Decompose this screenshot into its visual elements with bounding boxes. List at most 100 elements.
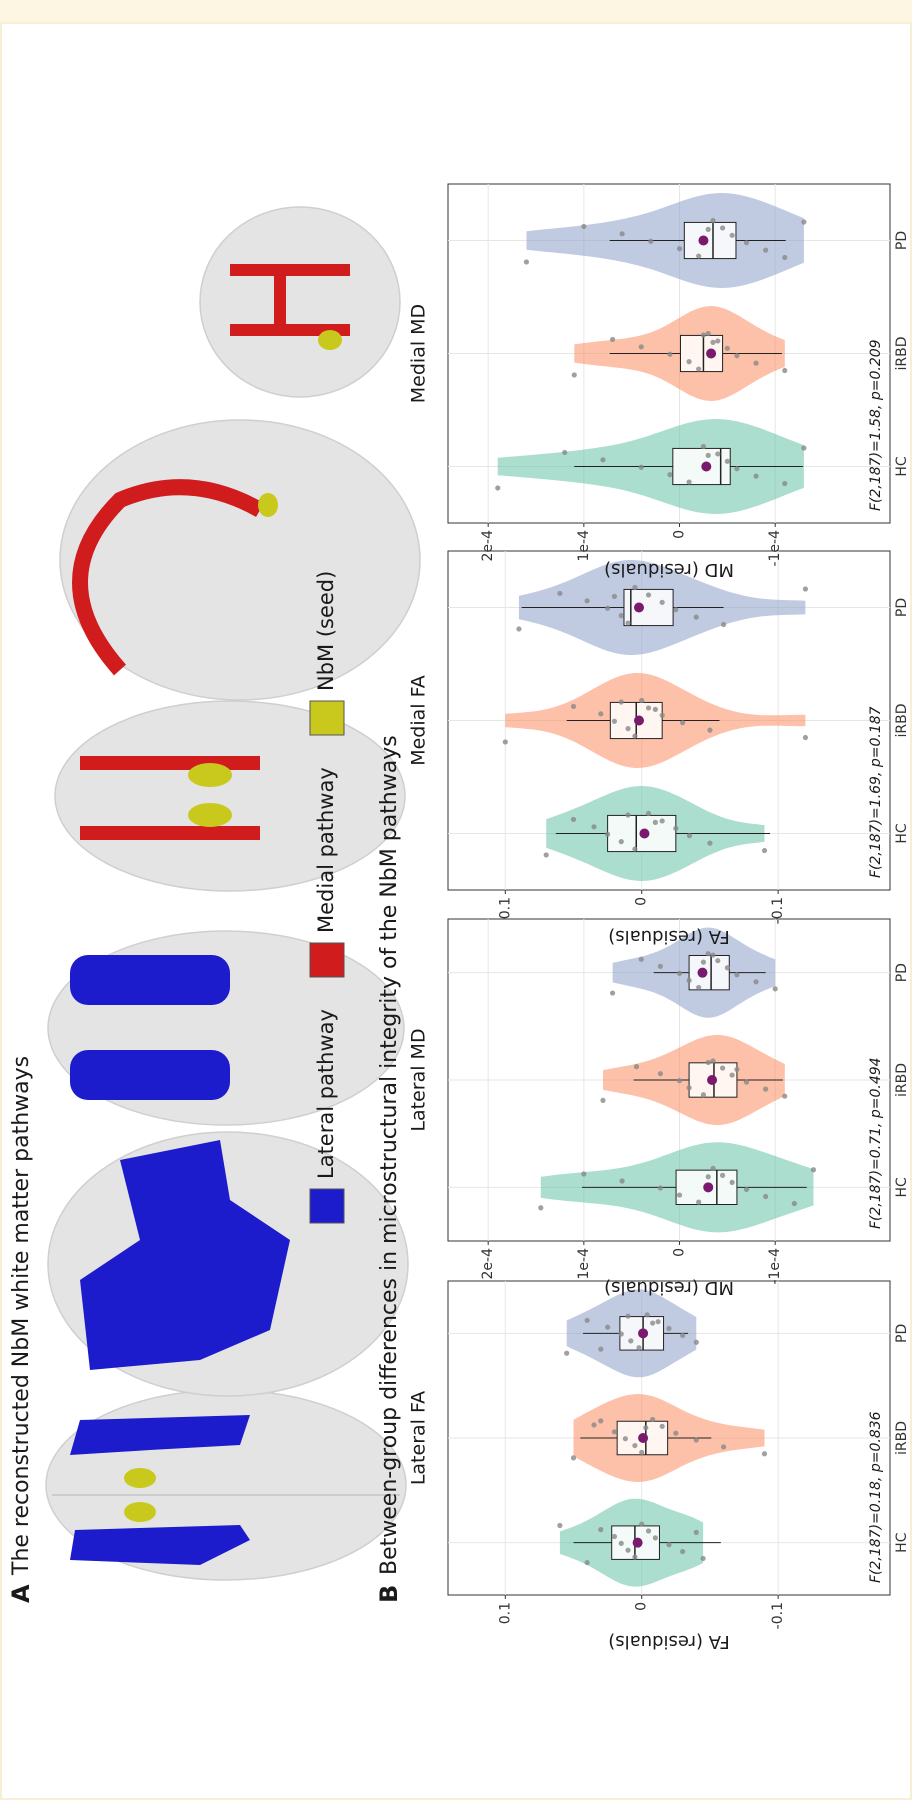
- data-point: [803, 735, 808, 740]
- data-point: [710, 218, 715, 223]
- x-tick-label: iRBD: [894, 1063, 910, 1097]
- data-point: [636, 1345, 641, 1350]
- data-point: [666, 1326, 671, 1331]
- data-point: [562, 450, 567, 455]
- data-point: [753, 979, 758, 984]
- stat-annotation: F(2,187)=1.58, p=0.209: [868, 339, 884, 511]
- data-point: [610, 990, 615, 995]
- data-point: [639, 465, 644, 470]
- data-point: [612, 594, 617, 599]
- data-point: [571, 817, 576, 822]
- data-point: [721, 622, 726, 627]
- data-point: [503, 739, 508, 744]
- data-point: [677, 1078, 682, 1083]
- x-tick-label: HC: [894, 1532, 910, 1553]
- data-point: [634, 1064, 639, 1069]
- data-point: [715, 451, 720, 456]
- data-point: [753, 474, 758, 479]
- data-point: [658, 964, 663, 969]
- data-point: [673, 1431, 678, 1436]
- data-point: [557, 1523, 562, 1528]
- y-tick-label: 1e-4: [576, 1248, 592, 1280]
- data-point: [811, 1167, 816, 1172]
- data-point: [646, 592, 651, 597]
- data-point: [639, 1522, 644, 1527]
- data-point: [632, 733, 637, 738]
- data-point: [715, 958, 720, 963]
- data-point: [701, 960, 706, 965]
- data-point: [782, 368, 787, 373]
- data-point: [544, 852, 549, 857]
- data-point: [585, 1560, 590, 1565]
- data-point: [605, 606, 610, 611]
- data-point: [571, 704, 576, 709]
- data-point: [763, 248, 768, 253]
- panel-title: Medial FA: [408, 675, 430, 766]
- mean-point: [638, 1328, 648, 1338]
- data-point: [619, 613, 624, 618]
- data-point: [619, 839, 624, 844]
- panel-title: Lateral FA: [408, 1391, 430, 1485]
- data-point: [658, 1071, 663, 1076]
- data-point: [653, 820, 658, 825]
- data-point: [653, 1535, 658, 1540]
- data-point: [734, 466, 739, 471]
- data-point: [744, 1080, 749, 1085]
- data-point: [646, 811, 651, 816]
- data-point: [639, 344, 644, 349]
- data-point: [660, 713, 665, 718]
- data-point: [721, 1444, 726, 1449]
- y-tick-label: -1e-4: [767, 1248, 783, 1285]
- data-point: [619, 699, 624, 704]
- data-point: [620, 231, 625, 236]
- data-point: [667, 472, 672, 477]
- data-point: [701, 1092, 706, 1097]
- data-point: [667, 352, 672, 357]
- data-point: [694, 615, 699, 620]
- y-tick-label: 0: [672, 530, 688, 539]
- data-point: [572, 372, 577, 377]
- data-point: [598, 1347, 603, 1352]
- legend-label: Medial pathway: [314, 767, 338, 933]
- mean-point: [707, 1075, 717, 1085]
- top-strip: [0, 0, 912, 23]
- data-point: [763, 1087, 768, 1092]
- panel-title: Between-group differences in microstruct…: [377, 735, 402, 1575]
- data-point: [706, 951, 711, 956]
- legend-label: NbM (seed): [314, 571, 338, 691]
- data-point: [655, 1319, 660, 1324]
- mean-point: [701, 462, 711, 472]
- y-tick-label: 0: [634, 1602, 650, 1611]
- y-tick-label: -0.1: [770, 1602, 786, 1629]
- data-point: [701, 332, 706, 337]
- data-point: [801, 445, 806, 450]
- data-point: [598, 1418, 603, 1423]
- panel-title: Lateral MD: [408, 1028, 430, 1131]
- data-point: [625, 620, 630, 625]
- data-point: [782, 255, 787, 260]
- y-tick-label: -1e-4: [767, 530, 783, 567]
- data-point: [646, 705, 651, 710]
- y-axis-title: MD (residuals): [604, 1277, 734, 1298]
- data-point: [605, 832, 610, 837]
- data-point: [782, 481, 787, 486]
- data-point: [725, 346, 730, 351]
- data-point: [694, 1530, 699, 1535]
- x-tick-label: PD: [894, 231, 910, 250]
- data-point: [646, 1528, 651, 1533]
- data-point: [625, 1548, 630, 1553]
- data-point: [605, 1325, 610, 1330]
- data-point: [538, 1205, 543, 1210]
- mean-point: [638, 1433, 648, 1443]
- data-point: [762, 1451, 767, 1456]
- data-point: [677, 246, 682, 251]
- data-point: [707, 728, 712, 733]
- data-point: [725, 965, 730, 970]
- x-tick-label: iRBD: [894, 336, 910, 370]
- data-point: [734, 972, 739, 977]
- data-point: [612, 1534, 617, 1539]
- data-point: [753, 361, 758, 366]
- panel-title: The reconstructed NbM white matter pathw…: [9, 1056, 34, 1576]
- data-point: [744, 240, 749, 245]
- mean-point: [706, 349, 716, 359]
